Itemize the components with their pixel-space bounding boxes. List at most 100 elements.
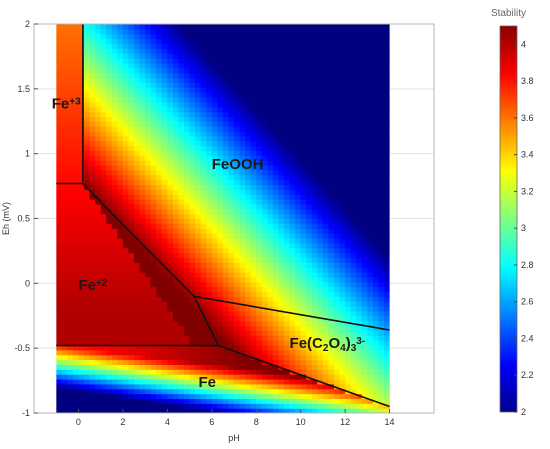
heatmap-cell: [306, 33, 313, 40]
heatmap-cell: [72, 111, 80, 117]
heatmap-cell: [189, 247, 196, 254]
heatmap-cell: [200, 403, 207, 409]
heatmap-cell: [172, 237, 180, 244]
heatmap-cell: [56, 330, 63, 336]
heatmap-cell: [122, 28, 130, 35]
heatmap-cell: [367, 126, 374, 132]
heatmap-cell: [322, 267, 330, 273]
heatmap-cell: [284, 242, 291, 249]
heatmap-cell: [222, 150, 230, 156]
heatmap-cell: [306, 62, 313, 69]
heatmap-cell: [56, 344, 63, 351]
heatmap-cell: [56, 101, 63, 108]
heatmap-cell: [317, 174, 324, 181]
heatmap-cell: [117, 33, 124, 40]
heatmap-cell: [200, 174, 207, 181]
heatmap-cell: [167, 257, 174, 263]
heatmap-cell: [234, 96, 241, 103]
heatmap-cell: [100, 306, 107, 312]
heatmap-cell: [317, 359, 324, 365]
heatmap-cell: [189, 374, 196, 380]
heatmap-cell: [84, 330, 91, 336]
heatmap-cell: [106, 150, 113, 156]
heatmap-cell: [317, 62, 324, 69]
heatmap-cell: [278, 53, 285, 59]
heatmap-cell: [206, 359, 213, 365]
heatmap-cell: [84, 267, 91, 273]
heatmap-cell: [300, 126, 307, 132]
heatmap-cell: [184, 116, 191, 122]
heatmap-cell: [250, 28, 257, 35]
heatmap-cell: [322, 335, 330, 341]
heatmap-cell: [200, 383, 207, 390]
heatmap-cell: [139, 388, 146, 395]
heatmap-cell: [339, 281, 346, 288]
heatmap-cell: [122, 262, 130, 268]
heatmap-cell: [267, 364, 274, 370]
heatmap-cell: [184, 218, 191, 224]
heatmap-cell: [300, 276, 307, 283]
heatmap-cell: [378, 62, 385, 69]
heatmap-cell: [95, 218, 102, 224]
heatmap-cell: [239, 96, 246, 103]
heatmap-cell: [367, 388, 374, 395]
heatmap-cell: [84, 369, 91, 375]
heatmap-cell: [89, 374, 96, 380]
heatmap-cell: [384, 48, 390, 54]
heatmap-cell: [184, 325, 191, 331]
heatmap-cell: [78, 58, 85, 64]
heatmap-cell: [178, 344, 185, 351]
heatmap-cell: [289, 306, 296, 312]
heatmap-cell: [172, 344, 180, 351]
heatmap-cell: [167, 281, 174, 288]
heatmap-cell: [228, 310, 235, 317]
heatmap-cell: [250, 67, 257, 74]
heatmap-cell: [122, 67, 130, 74]
heatmap-cell: [217, 160, 224, 166]
heatmap-cell: [222, 330, 230, 336]
heatmap-cell: [284, 121, 291, 127]
heatmap-cell: [89, 403, 96, 409]
heatmap-cell: [184, 62, 191, 69]
heatmap-cell: [361, 320, 368, 327]
heatmap-cell: [350, 306, 357, 312]
heatmap-cell: [261, 398, 268, 404]
heatmap-cell: [328, 101, 335, 108]
heatmap-cell: [56, 48, 63, 54]
heatmap-cell: [328, 310, 335, 317]
heatmap-cell: [156, 388, 163, 395]
heatmap-cell: [167, 369, 174, 375]
heatmap-cell: [234, 199, 241, 205]
heatmap-cell: [267, 228, 274, 234]
heatmap-cell: [195, 116, 202, 122]
heatmap-cell: [150, 247, 157, 254]
heatmap-cell: [372, 296, 380, 302]
heatmap-cell: [378, 364, 385, 370]
heatmap-cell: [361, 388, 368, 395]
heatmap-cell: [328, 340, 335, 346]
heatmap-cell: [372, 262, 380, 268]
heatmap-cell: [339, 247, 346, 254]
heatmap-cell: [167, 96, 174, 103]
heatmap-cell: [195, 96, 202, 103]
heatmap-cell: [206, 262, 213, 268]
heatmap-cell: [228, 330, 235, 336]
heatmap-cell: [256, 233, 263, 239]
heatmap-cell: [200, 62, 207, 69]
heatmap-cell: [189, 237, 196, 244]
heatmap-cell: [317, 291, 324, 297]
heatmap-cell: [261, 24, 268, 30]
heatmap-cell: [334, 38, 341, 45]
heatmap-cell: [172, 174, 180, 181]
heatmap-cell: [139, 301, 146, 307]
heatmap-cell: [384, 344, 390, 351]
heatmap-cell: [234, 364, 241, 370]
heatmap-cell: [361, 92, 368, 98]
heatmap-cell: [367, 252, 374, 258]
heatmap-cell: [250, 135, 257, 142]
heatmap-cell: [122, 169, 130, 176]
heatmap-cell: [222, 408, 230, 413]
heatmap-cell: [211, 374, 218, 380]
heatmap-cell: [72, 24, 80, 30]
heatmap-cell: [100, 310, 107, 317]
